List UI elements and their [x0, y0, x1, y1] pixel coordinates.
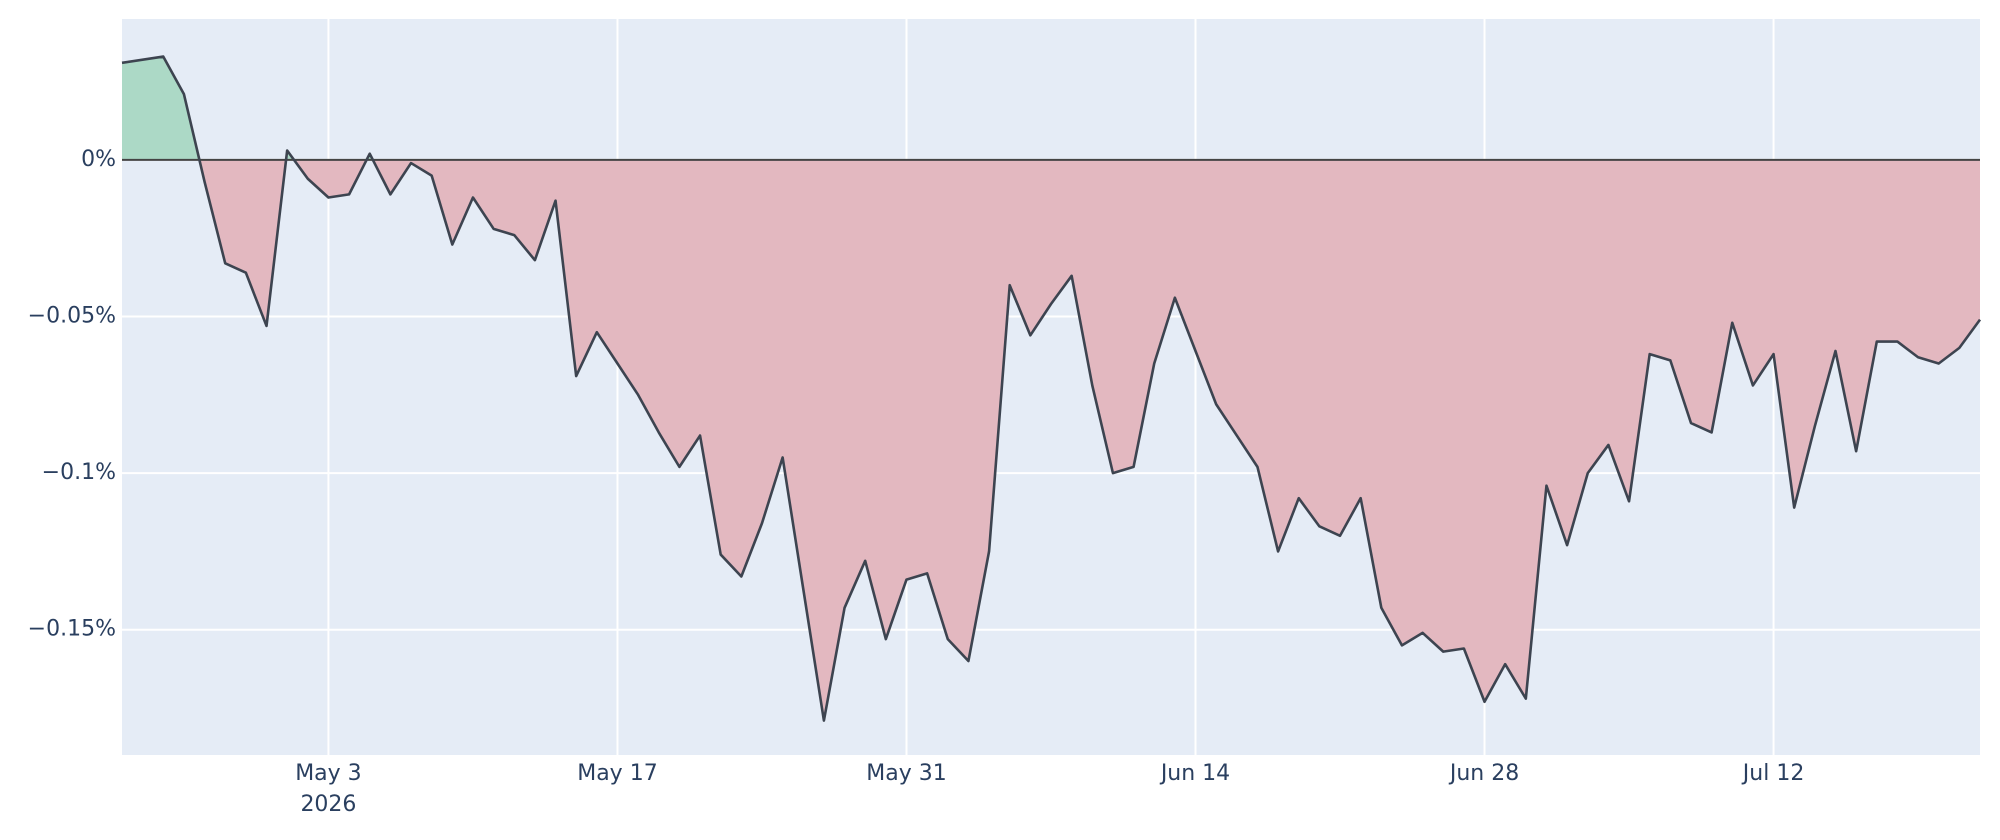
y-tick-label: 0%: [81, 147, 116, 172]
x-tick-label: Jun 14: [1159, 761, 1230, 786]
y-tick-label: −0.05%: [28, 304, 116, 329]
x-tick-label: May 31: [866, 761, 946, 786]
x-tick-label: May 17: [577, 761, 657, 786]
negative-area: [199, 159, 1980, 721]
y-tick-label: −0.15%: [28, 617, 116, 642]
x-tick-label: May 3: [295, 761, 361, 786]
x-tick-label: Jun 28: [1448, 761, 1519, 786]
plot-background: [122, 19, 1980, 755]
x-tick-label: Jul 12: [1741, 761, 1805, 786]
line: [121, 55, 1982, 722]
y-tick-label: −0.1%: [42, 460, 116, 485]
x-year-label: 2026: [300, 792, 356, 817]
